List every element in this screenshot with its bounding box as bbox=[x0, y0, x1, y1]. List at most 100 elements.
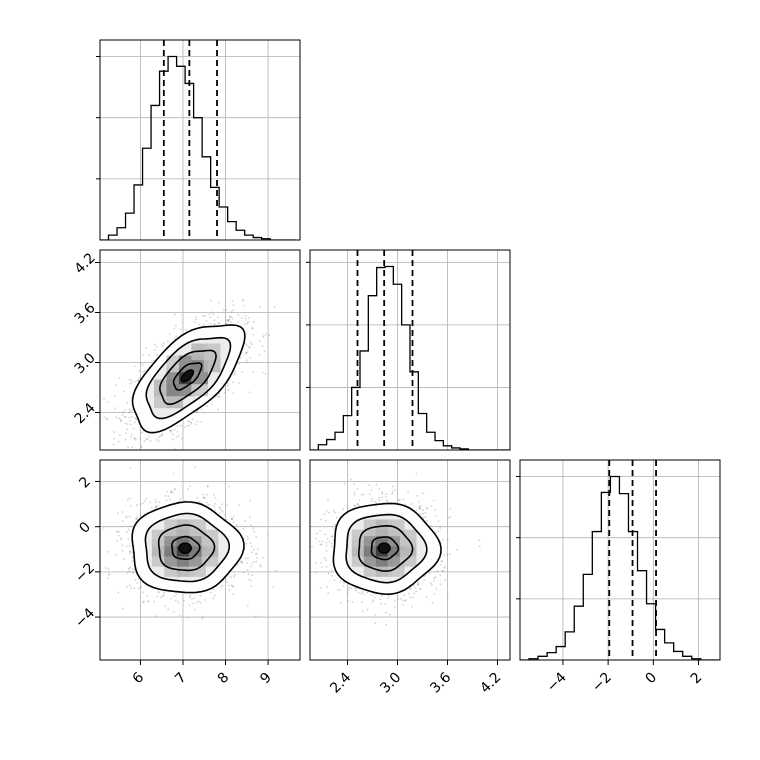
sample-point bbox=[174, 337, 176, 340]
sample-point bbox=[237, 314, 240, 316]
sample-point bbox=[246, 535, 249, 538]
sample-point bbox=[231, 317, 234, 320]
sample-point bbox=[413, 585, 415, 587]
sample-point bbox=[240, 561, 243, 564]
sample-point bbox=[231, 518, 234, 521]
sample-point bbox=[131, 560, 134, 563]
sample-point bbox=[361, 591, 364, 593]
sample-point bbox=[169, 431, 172, 433]
sample-point bbox=[350, 478, 352, 481]
sample-point bbox=[149, 457, 151, 459]
sample-point bbox=[207, 503, 210, 506]
histogram-step bbox=[100, 55, 296, 240]
sample-point bbox=[199, 594, 202, 597]
sample-point bbox=[375, 501, 378, 504]
sample-point bbox=[155, 438, 158, 441]
sample-point bbox=[218, 395, 221, 398]
sample-point bbox=[256, 556, 258, 559]
sample-point bbox=[173, 429, 176, 431]
sample-point bbox=[149, 501, 152, 504]
contour-line bbox=[131, 501, 245, 594]
sample-point bbox=[360, 493, 363, 496]
sample-point bbox=[168, 333, 171, 335]
sample-point bbox=[245, 352, 248, 355]
sample-point bbox=[251, 562, 253, 565]
sample-point bbox=[439, 574, 442, 576]
sample-point bbox=[418, 506, 421, 509]
sample-point bbox=[255, 553, 258, 555]
sample-point bbox=[123, 558, 126, 560]
sample-point bbox=[196, 420, 199, 423]
sample-point bbox=[255, 552, 257, 555]
sample-point bbox=[157, 440, 160, 443]
sample-point bbox=[106, 417, 109, 420]
sample-point bbox=[170, 489, 172, 492]
sample-point bbox=[230, 310, 233, 313]
sample-point bbox=[142, 354, 145, 357]
sample-point bbox=[327, 572, 330, 575]
sample-point bbox=[227, 584, 230, 587]
sample-point bbox=[113, 437, 115, 440]
sample-point bbox=[129, 515, 131, 518]
hist-panel-1 bbox=[306, 249, 511, 451]
sample-point bbox=[255, 535, 258, 538]
sample-point bbox=[102, 527, 105, 529]
sample-point bbox=[145, 497, 148, 500]
sample-point bbox=[136, 380, 139, 382]
sample-point bbox=[179, 498, 181, 500]
sample-point bbox=[242, 299, 245, 301]
sample-point bbox=[121, 414, 124, 416]
sample-point bbox=[117, 417, 120, 420]
sample-point bbox=[137, 379, 139, 382]
sample-point bbox=[161, 345, 164, 348]
sample-point bbox=[238, 504, 241, 506]
sample-point bbox=[164, 605, 167, 607]
sample-point bbox=[385, 623, 388, 626]
sample-point bbox=[433, 592, 436, 595]
sample-point bbox=[174, 487, 177, 490]
sample-point bbox=[198, 323, 200, 326]
sample-point bbox=[187, 420, 189, 423]
sample-point bbox=[95, 461, 97, 463]
sample-point bbox=[201, 493, 204, 496]
sample-point bbox=[227, 388, 230, 391]
sample-point bbox=[410, 502, 413, 505]
sample-point bbox=[229, 316, 232, 319]
sample-point bbox=[353, 483, 356, 486]
sample-point bbox=[167, 608, 170, 611]
sample-point bbox=[117, 440, 120, 443]
sample-point bbox=[241, 299, 244, 302]
sample-point bbox=[188, 604, 191, 607]
sample-point bbox=[245, 344, 248, 346]
sample-point bbox=[429, 524, 432, 527]
sample-point bbox=[165, 491, 168, 493]
sample-point bbox=[315, 532, 318, 535]
sample-point bbox=[155, 505, 157, 508]
sample-point bbox=[410, 587, 412, 589]
sample-point bbox=[385, 496, 387, 498]
sample-point bbox=[221, 503, 223, 506]
sample-point bbox=[446, 538, 449, 541]
sample-point bbox=[446, 553, 449, 556]
sample-point bbox=[133, 437, 136, 440]
sample-point bbox=[126, 499, 129, 502]
sample-point bbox=[250, 551, 253, 554]
sample-point bbox=[146, 600, 149, 603]
sample-point bbox=[449, 507, 452, 510]
sample-point bbox=[242, 528, 245, 531]
sample-point bbox=[223, 391, 226, 394]
sample-point bbox=[191, 418, 194, 421]
sample-point bbox=[325, 559, 327, 562]
sample-point bbox=[245, 359, 248, 362]
sample-point bbox=[234, 370, 237, 373]
sample-point bbox=[194, 466, 197, 469]
pair-panel-2-0 bbox=[99, 459, 301, 661]
sample-point bbox=[411, 596, 414, 599]
sample-point bbox=[392, 485, 394, 488]
sample-point bbox=[206, 501, 209, 504]
sample-point bbox=[204, 599, 207, 601]
sample-point bbox=[439, 583, 442, 586]
sample-point bbox=[188, 424, 190, 427]
sample-point bbox=[242, 571, 245, 574]
sample-point bbox=[154, 343, 156, 346]
